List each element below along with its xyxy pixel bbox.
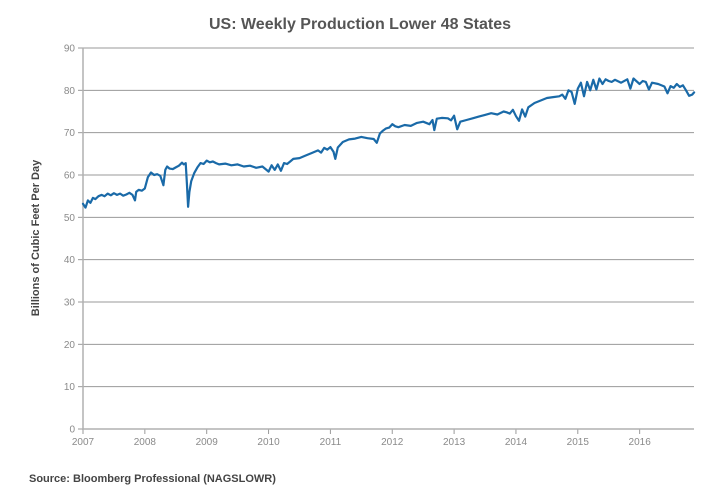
y-tick-label: 30	[64, 298, 76, 309]
y-axis-label: Billions of Cubic Feet Per Day	[30, 159, 42, 316]
source-note: Source: Bloomberg Professional (NAGSLOWR…	[29, 473, 276, 485]
x-tick-label: 2014	[505, 437, 528, 448]
x-tick-label: 2011	[320, 437, 342, 448]
x-tick-label: 2012	[381, 437, 404, 448]
y-tick-labels: 0 10 20 30 40 50 60 70 80 90	[64, 44, 76, 436]
chart-title: US: Weekly Production Lower 48 States	[209, 16, 511, 33]
x-tick-label: 2009	[196, 437, 219, 448]
x-tick-label: 2008	[134, 437, 157, 448]
y-tick-label: 90	[64, 44, 76, 55]
x-tick-label: 2016	[629, 437, 652, 448]
x-tick-label: 2015	[567, 437, 590, 448]
grid-layer	[78, 47, 694, 434]
x-tick-label: 2013	[443, 437, 466, 448]
y-tick-label: 60	[64, 171, 76, 182]
y-tick-label: 50	[64, 213, 76, 224]
x-tick-labels: 2007 2008 2009 2010 2011 2012 2013 2014 2015 2016	[72, 437, 651, 448]
series-layer	[81, 77, 696, 209]
y-tick-label: 0	[69, 425, 75, 436]
x-tick-label: 2007	[72, 437, 95, 448]
series-line-0	[81, 77, 696, 209]
y-tick-label: 10	[64, 382, 76, 393]
y-tick-label: 20	[64, 340, 76, 351]
y-tick-label: 40	[64, 255, 76, 266]
x-tick-label: 2010	[257, 437, 280, 448]
y-tick-label: 80	[64, 86, 76, 97]
y-tick-label: 70	[64, 128, 76, 139]
